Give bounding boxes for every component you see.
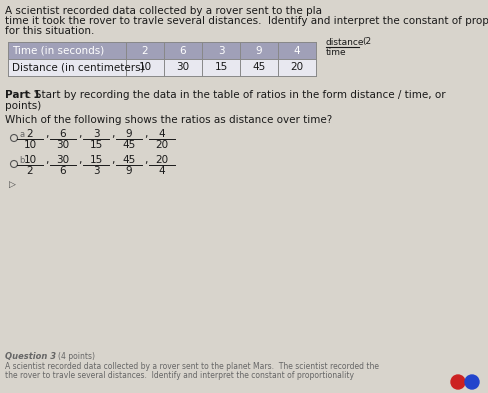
- Text: a: a: [19, 130, 24, 139]
- Text: 15: 15: [89, 155, 102, 165]
- Text: 3: 3: [93, 129, 99, 139]
- Text: ,: ,: [143, 129, 147, 139]
- Text: for this situation.: for this situation.: [5, 26, 94, 36]
- Text: 9: 9: [125, 129, 132, 139]
- Text: (4 points): (4 points): [58, 352, 95, 361]
- Text: 30: 30: [176, 62, 189, 72]
- Text: 10: 10: [23, 155, 37, 165]
- Bar: [8, 42, 126, 59]
- Text: distance: distance: [325, 38, 364, 47]
- Text: ,: ,: [78, 155, 81, 165]
- Text: 3: 3: [93, 166, 99, 176]
- Text: ▷: ▷: [9, 180, 16, 189]
- Text: A scientist recorded data collected by a rover sent to the planet Mars.  The sci: A scientist recorded data collected by a…: [5, 362, 378, 371]
- Text: 9: 9: [125, 166, 132, 176]
- Text: : Start by recording the data in the table of ratios in the form distance / time: : Start by recording the data in the tab…: [28, 90, 445, 100]
- Text: 45: 45: [122, 155, 135, 165]
- Text: 30: 30: [56, 155, 69, 165]
- Text: 6: 6: [60, 129, 66, 139]
- Text: 2: 2: [142, 46, 148, 55]
- Text: time: time: [325, 48, 346, 57]
- Text: Distance (in centimeters): Distance (in centimeters): [12, 62, 144, 72]
- Text: the rover to travle several distances.  Identify and interpret the constant of p: the rover to travle several distances. I…: [5, 371, 353, 380]
- Text: 15: 15: [89, 140, 102, 150]
- Text: 6: 6: [60, 166, 66, 176]
- Text: 10: 10: [23, 140, 37, 150]
- Text: 4: 4: [159, 129, 165, 139]
- Text: Time (in seconds): Time (in seconds): [12, 46, 104, 55]
- Text: 2: 2: [27, 129, 33, 139]
- Circle shape: [464, 375, 478, 389]
- Circle shape: [450, 375, 464, 389]
- Text: points): points): [5, 101, 41, 111]
- Bar: [126, 42, 315, 59]
- Text: Which of the following shows the ratios as distance over time?: Which of the following shows the ratios …: [5, 115, 331, 125]
- Text: b: b: [19, 156, 24, 165]
- Text: (2: (2: [361, 37, 370, 46]
- Text: ,: ,: [143, 155, 147, 165]
- Text: 4: 4: [293, 46, 300, 55]
- Text: 10: 10: [138, 62, 151, 72]
- Text: Part 1: Part 1: [5, 90, 41, 100]
- Text: ,: ,: [111, 129, 114, 139]
- Text: 20: 20: [155, 140, 168, 150]
- Text: 45: 45: [122, 140, 135, 150]
- Text: 2: 2: [27, 166, 33, 176]
- Text: 9: 9: [255, 46, 262, 55]
- Text: A scientist recorded data collected by a rover sent to the pla: A scientist recorded data collected by a…: [5, 6, 321, 16]
- Text: Question 3: Question 3: [5, 352, 56, 361]
- Text: 3: 3: [217, 46, 224, 55]
- Text: ,: ,: [45, 129, 48, 139]
- Text: ,: ,: [45, 155, 48, 165]
- Text: ,: ,: [78, 129, 81, 139]
- Text: time it took the rover to travle several distances.  Identify and interpret the : time it took the rover to travle several…: [5, 16, 488, 26]
- Text: 4: 4: [159, 166, 165, 176]
- Text: 20: 20: [290, 62, 303, 72]
- Text: 45: 45: [252, 62, 265, 72]
- Text: 6: 6: [179, 46, 186, 55]
- Text: 15: 15: [214, 62, 227, 72]
- Text: 20: 20: [155, 155, 168, 165]
- Bar: [8, 59, 315, 76]
- Text: 30: 30: [56, 140, 69, 150]
- Text: ,: ,: [111, 155, 114, 165]
